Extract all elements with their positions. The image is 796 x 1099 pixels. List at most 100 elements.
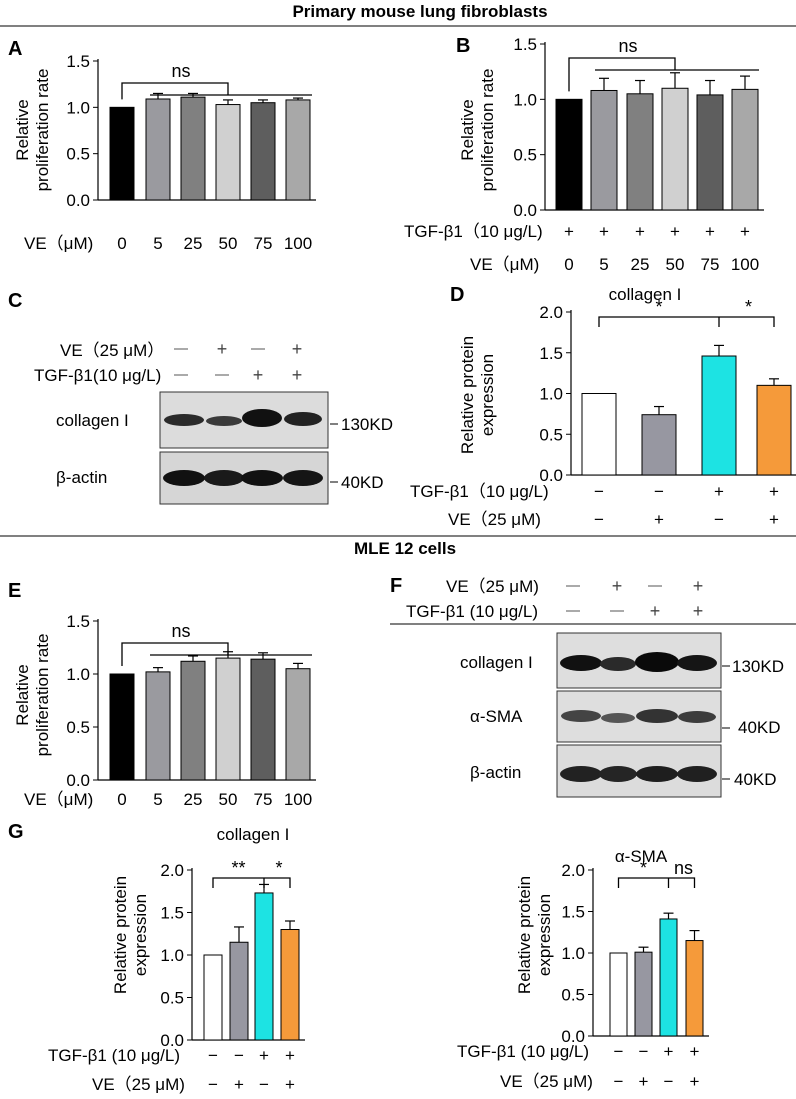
ve-um-label-e: VE（μM) [24, 790, 93, 809]
y-label-g1-line1: Relative protein [111, 876, 130, 994]
blot-c-actin-bands [163, 470, 323, 486]
y-label-g1-line2: expression [131, 894, 150, 976]
svg-text:+: + [292, 365, 303, 385]
y-tick-label: 1.5 [561, 903, 585, 922]
ve-sign: − [594, 510, 604, 529]
y-tick-label: 0.5 [66, 718, 90, 737]
y-tick-label: 1.0 [513, 90, 537, 109]
panel-letter-c: C [8, 290, 22, 312]
y-tick-label: 0.0 [561, 1027, 585, 1046]
bar [590, 89, 618, 211]
blot-c-band-actin: β-actin [56, 468, 107, 487]
ve-sign: + [654, 510, 664, 529]
x-tick-label: 5 [153, 234, 162, 253]
blot-f-band-sma: α-SMA [470, 707, 523, 726]
y-label-e-line2: proliferation rate [33, 634, 52, 757]
blot-f: VE（25 μM) TGF-β1 (10 μg/L) + + + + colla… [390, 576, 796, 798]
bar [581, 393, 617, 476]
sig-bracket [617, 877, 696, 888]
blot-c-tgf-label: TGF-β1(10 μg/L) [34, 366, 161, 385]
sig-bracket [212, 877, 291, 888]
bar [661, 87, 689, 211]
bar [696, 94, 724, 211]
x-tick-label: 75 [701, 255, 720, 274]
ve-label-g1: VE（25 μM) [92, 1075, 185, 1094]
chart-title: collagen I [217, 825, 290, 844]
panel-letter-f: F [390, 575, 402, 597]
x-tick-label: 50 [219, 790, 238, 809]
y-tick-label: 0.0 [66, 771, 90, 790]
ve-sign: + [285, 1075, 295, 1094]
bar [701, 355, 737, 476]
bar [280, 929, 300, 1041]
tgf-sign: − [614, 1042, 624, 1061]
y-tick-label: 0.5 [513, 146, 537, 165]
y-tick-label: 0.0 [66, 191, 90, 210]
ve-sign: − [259, 1075, 269, 1094]
ve-sign: − [208, 1075, 218, 1094]
tgf-sign: − [654, 482, 664, 501]
bar [250, 102, 276, 201]
section-title-mle: MLE 12 cells [354, 539, 456, 558]
y-tick-label: 1.5 [66, 612, 90, 631]
ve-sign: + [639, 1072, 649, 1091]
tgf-sign: + [670, 222, 680, 241]
panel-letter-g: G [8, 821, 24, 843]
y-tick-label: 0.0 [160, 1031, 184, 1050]
y-label-a-line1: Relative [13, 99, 32, 160]
y-label-d-line2: expression [478, 354, 497, 436]
bar [145, 98, 171, 201]
bar [555, 98, 583, 211]
chart-title: collagen I [609, 285, 682, 304]
x-tick-label: 5 [599, 255, 608, 274]
y-tick-label: 1.0 [539, 385, 563, 404]
bar [215, 657, 241, 781]
sig-bracket [121, 82, 229, 100]
chart-e: 0.0 0.5 1.0 1.5 0 5 25 50 75 100 ns [66, 612, 316, 809]
bar [685, 940, 704, 1037]
y-tick-label: 1.5 [160, 904, 184, 923]
bar [285, 99, 311, 201]
tgf-sign: + [564, 222, 574, 241]
blot-c-tgf-signs: + + [174, 365, 302, 385]
section-title-primary: Primary mouse lung fibroblasts [292, 2, 547, 21]
bar [609, 952, 628, 1037]
tgf-sign: + [599, 222, 609, 241]
x-tick-label: 0 [117, 790, 126, 809]
tgf-label-g2: TGF-β1 (10 μg/L) [457, 1042, 589, 1061]
blot-c-size-130: 130KD [341, 415, 393, 434]
x-tick-label: 25 [184, 234, 203, 253]
tgf-sign: − [639, 1042, 649, 1061]
y-tick-label: 1.0 [66, 98, 90, 117]
tgf-sign: + [769, 482, 779, 501]
ve-label-g2: VE（25 μM) [500, 1072, 593, 1091]
bar [641, 414, 677, 476]
y-tick-label: 2.0 [561, 861, 585, 880]
blot-f-band-actin: β-actin [470, 763, 521, 782]
x-tick-label: 5 [153, 790, 162, 809]
bar [109, 106, 135, 201]
y-label-g2-line1: Relative protein [515, 876, 534, 994]
tgf-label-b: TGF-β1（10 μg/L) [404, 222, 543, 241]
y-tick-label: 1.0 [561, 944, 585, 963]
y-tick-label: 0.5 [539, 425, 563, 444]
y-tick-label: 0.5 [561, 986, 585, 1005]
tgf-sign: + [285, 1046, 295, 1065]
ve-sign: − [714, 510, 724, 529]
y-tick-label: 0.0 [539, 466, 563, 485]
blot-f-tgf-label: TGF-β1 (10 μg/L) [406, 602, 538, 621]
tgf-sign: + [690, 1042, 700, 1061]
tgf-sign: + [705, 222, 715, 241]
y-label-d-line1: Relative protein [458, 336, 477, 454]
blot-c-collagen-bands [164, 409, 322, 427]
svg-text:+: + [217, 339, 228, 359]
svg-text:+: + [693, 576, 704, 596]
blot-c: VE（25 μM） TGF-β1(10 μg/L) + + + + [34, 339, 393, 505]
y-label-b-line1: Relative [458, 99, 477, 160]
blot-f-size-40a: 40KD [738, 718, 781, 737]
sig-bracket [598, 316, 775, 327]
svg-text:+: + [292, 339, 303, 359]
sig-label: * [275, 858, 282, 878]
blot-f-band-collagen: collagen I [460, 653, 533, 672]
